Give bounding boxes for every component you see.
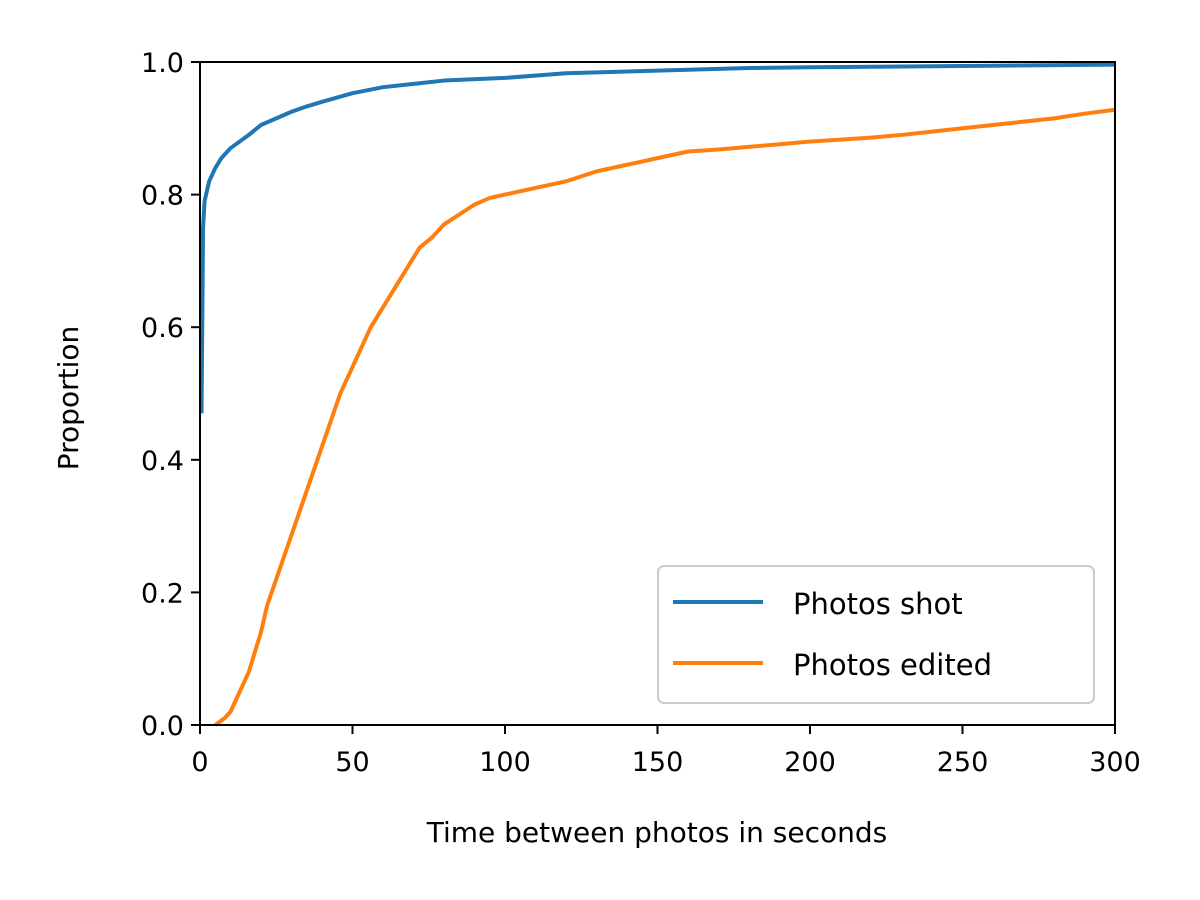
x-tick-label: 100 xyxy=(479,747,531,778)
x-axis: 0 50 100 150 200 250 300 xyxy=(191,725,1141,778)
y-tick-label: 0.8 xyxy=(141,181,184,212)
y-axis-label: Proportion xyxy=(52,326,85,470)
legend-label-photos-edited: Photos edited xyxy=(793,648,992,682)
y-tick-label: 0.6 xyxy=(141,313,184,344)
legend: Photos shot Photos edited xyxy=(657,565,1095,704)
x-tick-label: 250 xyxy=(937,747,989,778)
y-tick-label: 0.2 xyxy=(141,578,184,609)
y-tick-label: 1.0 xyxy=(141,48,184,79)
y-axis: 0.0 0.2 0.4 0.6 0.8 1.0 xyxy=(141,48,200,742)
series-layer xyxy=(199,62,1116,727)
y-tick-label: 0.4 xyxy=(141,446,184,477)
series-line-photos-shot xyxy=(199,62,1116,414)
series-line-photos-edited xyxy=(214,107,1116,727)
x-tick-label: 300 xyxy=(1089,747,1141,778)
legend-label-photos-shot: Photos shot xyxy=(793,587,963,621)
y-tick-label: 0.0 xyxy=(141,711,184,742)
x-tick-label: 0 xyxy=(191,747,208,778)
legend-box xyxy=(657,565,1095,704)
x-axis-label: Time between photos in seconds xyxy=(426,816,888,849)
x-tick-label: 200 xyxy=(784,747,836,778)
x-tick-label: 50 xyxy=(335,747,369,778)
x-tick-label: 150 xyxy=(632,747,684,778)
